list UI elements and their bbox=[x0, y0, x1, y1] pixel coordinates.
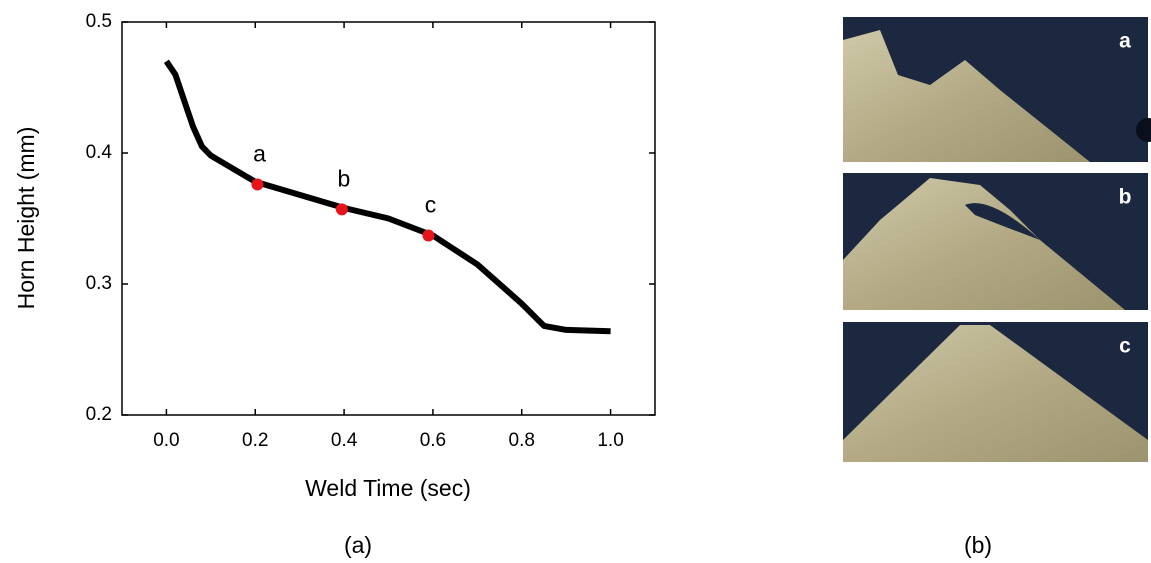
data-line bbox=[163, 59, 611, 335]
micrograph: b bbox=[843, 173, 1148, 310]
micrograph: c bbox=[843, 322, 1148, 462]
y-axis-title: Horn Height (mm) bbox=[13, 127, 39, 310]
y-tick-label: 0.3 bbox=[86, 273, 112, 294]
x-tick-label: 0.2 bbox=[242, 430, 268, 451]
x-tick-label: 0.8 bbox=[509, 430, 535, 451]
marker-point bbox=[422, 229, 435, 242]
marker-label: c bbox=[425, 192, 437, 218]
y-tick-label: 0.2 bbox=[86, 404, 112, 425]
caption: (b) bbox=[964, 532, 992, 558]
caption: (a) bbox=[344, 532, 372, 558]
marker-label: b bbox=[337, 165, 350, 191]
x-tick-label: 0.4 bbox=[331, 430, 358, 451]
plot-frame bbox=[121, 21, 656, 416]
micrograph-label: b bbox=[1119, 186, 1132, 209]
y-tick-label: 0.5 bbox=[86, 11, 112, 32]
marker-label: a bbox=[253, 141, 266, 167]
micrograph-label: a bbox=[1119, 30, 1131, 53]
x-tick-label: 0.0 bbox=[153, 430, 179, 451]
micrograph-label: c bbox=[1119, 335, 1131, 358]
micrograph: a bbox=[843, 17, 1151, 162]
x-tick-label: 1.0 bbox=[597, 430, 623, 451]
marker-point bbox=[335, 203, 348, 216]
x-axis-title: Weld Time (sec) bbox=[305, 475, 471, 501]
y-tick-label: 0.4 bbox=[86, 142, 113, 163]
x-tick-label: 0.6 bbox=[420, 430, 446, 451]
marker-point bbox=[251, 178, 264, 191]
